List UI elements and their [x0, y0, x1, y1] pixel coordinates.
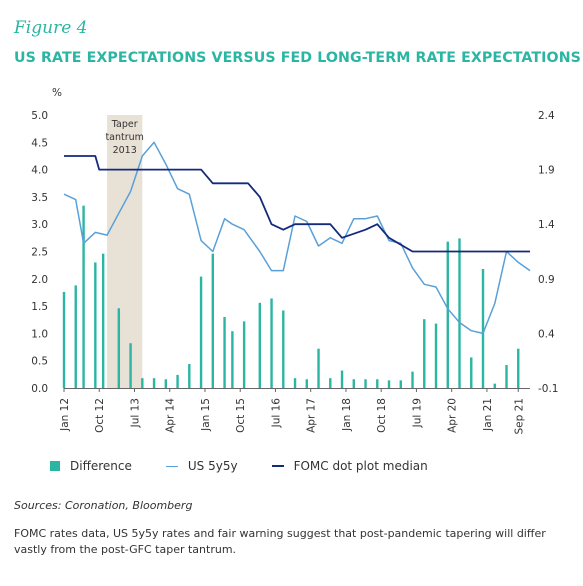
- difference-bar: [493, 383, 496, 388]
- difference-bar: [423, 319, 426, 388]
- difference-bar: [82, 205, 85, 388]
- x-tick-label: Jan 15: [200, 398, 212, 432]
- difference-bar: [62, 291, 66, 388]
- difference-bar: [199, 276, 203, 388]
- x-tick-label: Sep 21: [513, 398, 525, 435]
- x-tick-label: Oct 15: [235, 398, 247, 433]
- legend: Difference US 5y5y FOMC dot plot median: [50, 459, 462, 473]
- right-tick-label: 1.9: [538, 165, 555, 177]
- x-tick-label: Apr 20: [447, 398, 459, 433]
- legend-item-difference: Difference: [50, 459, 132, 473]
- left-tick-label: 4.0: [31, 165, 48, 177]
- difference-bar: [282, 310, 285, 388]
- x-tick-label: Oct 18: [376, 398, 388, 433]
- left-tick-label: 1.0: [31, 328, 48, 340]
- figure-label: Figure 4: [14, 18, 88, 38]
- difference-bar: [340, 370, 344, 388]
- left-tick-label: 5.0: [31, 110, 48, 122]
- right-tick-label: 0.9: [538, 274, 555, 286]
- difference-bar: [399, 380, 402, 388]
- difference-bar: [164, 379, 168, 388]
- x-tick-label: Apr 17: [306, 398, 318, 433]
- difference-bar: [117, 308, 121, 388]
- x-tick-label: Jan 21: [482, 398, 494, 432]
- note-text: FOMC rates data, US 5y5y rates and fair …: [14, 527, 546, 556]
- difference-bar: [376, 379, 379, 388]
- axes: 5.0 4.5 4.0 3.5 3.0 2.5 2.0 1.5 1.0 0.5 0.0 2.4 1.9 1…: [31, 110, 558, 435]
- left-tick-label: 2.0: [31, 274, 48, 286]
- right-tick-label: 0.4: [538, 328, 555, 340]
- legend-item-fomc: FOMC dot plot median: [271, 459, 428, 473]
- left-tick-label: 1.5: [31, 301, 48, 313]
- difference-bars: [62, 205, 520, 388]
- x-tick-label: Jul 19: [411, 398, 423, 428]
- difference-bar: [176, 374, 179, 388]
- left-tick-label: 3.0: [31, 219, 48, 231]
- left-tick-label: 0.0: [31, 383, 48, 395]
- difference-bar: [470, 357, 473, 388]
- taper-band-rect: [107, 115, 143, 388]
- sources-text: Sources: Coronation, Bloomberg: [14, 499, 193, 512]
- chart-svg: Taper tantrum 2013 5.0 4.5 4.0 3.5 3.0 2.5 2.0 1.…: [31, 87, 558, 435]
- difference-bar: [458, 238, 461, 388]
- x-tick-label: Jul 13: [129, 398, 141, 428]
- difference-bar: [481, 268, 485, 388]
- difference-bar: [101, 253, 105, 388]
- difference-bar: [74, 285, 77, 388]
- fomc-median-line: [64, 155, 530, 253]
- difference-bar: [411, 371, 414, 388]
- series-lines: [63, 141, 531, 335]
- difference-bar: [352, 379, 355, 388]
- legend-swatch-difference: [50, 461, 60, 471]
- difference-bar: [293, 378, 297, 388]
- us5y5y-line: [63, 141, 531, 335]
- right-tick-label: -0.1: [538, 383, 559, 395]
- difference-bar: [242, 321, 246, 388]
- difference-bar: [505, 365, 508, 388]
- difference-bar: [141, 378, 144, 388]
- difference-bar: [434, 323, 438, 388]
- difference-bar: [129, 343, 132, 388]
- taper-band-label: Taper: [111, 119, 138, 130]
- taper-band-label: tantrum: [105, 132, 143, 143]
- difference-bar: [517, 348, 520, 388]
- left-tick-label: 4.5: [31, 137, 48, 149]
- chart-title: US RATE EXPECTATIONS VERSUS FED LONG-TER…: [14, 50, 581, 66]
- difference-bar: [317, 348, 320, 388]
- legend-label-difference: Difference: [70, 459, 132, 473]
- right-tick-label: 1.4: [538, 219, 555, 231]
- x-tick-label: Apr 14: [165, 398, 177, 433]
- left-axis-unit: %: [52, 87, 62, 99]
- legend-label-fomc: FOMC dot plot median: [293, 459, 428, 473]
- x-tick-label: Oct 12: [94, 398, 106, 433]
- difference-bar: [188, 363, 191, 388]
- legend-swatch-fomc: [271, 465, 284, 467]
- legend-swatch-us5y5y: [165, 465, 178, 467]
- difference-bar: [270, 298, 273, 388]
- taper-band: Taper tantrum 2013: [105, 115, 144, 388]
- x-tick-label: Jul 16: [270, 398, 282, 429]
- legend-label-us5y5y: US 5y5y: [187, 459, 238, 473]
- difference-bar: [94, 262, 97, 388]
- legend-item-us5y5y: US 5y5y: [165, 459, 238, 473]
- difference-bar: [211, 253, 215, 388]
- difference-bar: [152, 378, 156, 388]
- difference-bar: [223, 317, 226, 388]
- right-tick-label: 2.4: [538, 110, 555, 122]
- difference-bar: [446, 241, 449, 388]
- x-tick-label: Jan 12: [59, 398, 71, 432]
- taper-band-label: 2013: [113, 145, 137, 156]
- difference-bar: [305, 379, 308, 388]
- difference-bar: [258, 302, 261, 388]
- difference-bar: [231, 331, 234, 388]
- difference-bar: [329, 378, 332, 388]
- difference-bar: [387, 380, 391, 388]
- left-tick-label: 3.5: [31, 192, 48, 204]
- left-tick-label: 0.5: [31, 356, 48, 368]
- x-tick-label: Jan 18: [341, 398, 353, 432]
- left-tick-label: 2.5: [31, 247, 48, 259]
- difference-bar: [364, 379, 367, 388]
